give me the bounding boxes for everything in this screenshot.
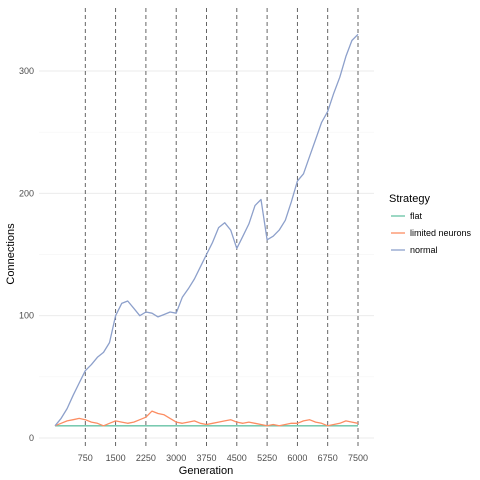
x-axis-ticks: 750 1500 2250 3000 3750 4500 5250 6000 6750 7500 — [78, 453, 368, 463]
y-axis-ticks: 0 100 200 300 — [19, 66, 34, 443]
x-axis-title: Generation — [179, 465, 233, 477]
x-tick-label: 2250 — [136, 453, 156, 463]
x-tick-label: 6750 — [318, 453, 338, 463]
x-tick-label: 4500 — [227, 453, 247, 463]
y-axis-title: Connections — [5, 223, 17, 285]
x-tick-label: 1500 — [106, 453, 126, 463]
legend-label-limited-neurons: limited neurons — [410, 228, 472, 238]
y-tick-label: 200 — [19, 188, 34, 198]
x-tick-label: 750 — [78, 453, 93, 463]
x-tick-label: 5250 — [257, 453, 277, 463]
legend-title: Strategy — [389, 193, 430, 205]
x-tick-label: 3000 — [166, 453, 186, 463]
x-tick-label: 7500 — [348, 453, 368, 463]
y-tick-label: 100 — [19, 311, 34, 321]
generation-markers — [85, 8, 358, 446]
y-tick-label: 300 — [19, 66, 34, 76]
x-tick-label: 6000 — [287, 453, 307, 463]
x-tick-label: 3750 — [196, 453, 216, 463]
legend-label-normal: normal — [410, 245, 438, 255]
y-tick-label: 0 — [29, 433, 34, 443]
legend: Strategy flat limited neurons normal — [389, 193, 472, 255]
legend-label-flat: flat — [410, 211, 423, 221]
